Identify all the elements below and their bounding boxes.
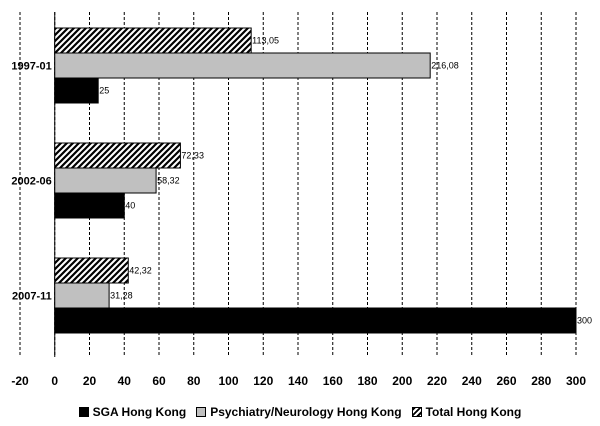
x-tick-label: 220 — [427, 374, 447, 388]
x-tick-label: 160 — [323, 374, 343, 388]
data-label: 25 — [99, 86, 109, 96]
labels: -20 0 20 40 60 80 100 120 140 160 180 200 220 240 260 2… — [11, 36, 592, 389]
x-tick-label: 260 — [496, 374, 516, 388]
legend-item-psychiatry: Psychiatry/Neurology Hong Kong — [196, 405, 402, 419]
x-tick-label: 300 — [566, 374, 586, 388]
legend-item-total: Total Hong Kong — [411, 405, 522, 419]
bar — [54, 167, 157, 194]
bar — [54, 77, 99, 104]
bar — [54, 257, 129, 284]
chart: -20 0 20 40 60 80 100 120 140 160 180 200 220 240 260 2… — [11, 12, 592, 389]
category-label: 2007-11 — [12, 291, 52, 303]
bar — [54, 192, 125, 219]
x-tick-label: 40 — [118, 374, 132, 388]
bar — [54, 52, 431, 79]
x-tick-label: 200 — [392, 374, 412, 388]
data-label: 300 — [577, 316, 592, 326]
bar — [54, 142, 181, 169]
legend-item-sga: SGA Hong Kong — [78, 405, 187, 419]
data-label: 113,05 — [252, 36, 279, 46]
bars — [54, 27, 577, 334]
x-tick-label: 100 — [218, 374, 238, 388]
data-label: 42,32 — [129, 266, 152, 276]
legend-swatch-psychiatry — [196, 407, 207, 417]
data-label: 40 — [125, 201, 135, 211]
bar — [54, 282, 110, 309]
legend-swatch-total — [411, 407, 422, 417]
category-label: 2002-06 — [11, 176, 51, 188]
legend-label-total: Total Hong Kong — [425, 405, 522, 419]
x-tick-label: 140 — [288, 374, 308, 388]
legend: SGA Hong Kong Psychiatry/Neurology Hong … — [0, 402, 600, 422]
x-tick-label: 60 — [152, 374, 166, 388]
category-label: 1997-01 — [11, 61, 51, 73]
x-tick-label: 180 — [357, 374, 377, 388]
data-label: 58,32 — [157, 176, 180, 186]
legend-label-sga: SGA Hong Kong — [92, 405, 187, 419]
data-label: 72,33 — [181, 151, 204, 161]
legend-swatch-sga — [78, 407, 89, 417]
bar — [54, 27, 252, 54]
x-tick-label: -20 — [11, 374, 29, 388]
x-tick-label: 280 — [531, 374, 551, 388]
x-tick-label: 80 — [187, 374, 201, 388]
x-tick-label: 20 — [83, 374, 97, 388]
data-label: 31,28 — [110, 291, 133, 301]
legend-label-psychiatry: Psychiatry/Neurology Hong Kong — [210, 405, 402, 419]
x-tick-label: 240 — [462, 374, 482, 388]
data-label: 216,08 — [431, 61, 459, 71]
bar — [54, 307, 577, 334]
x-tick-label: 0 — [51, 374, 58, 388]
x-tick-label: 120 — [253, 374, 273, 388]
